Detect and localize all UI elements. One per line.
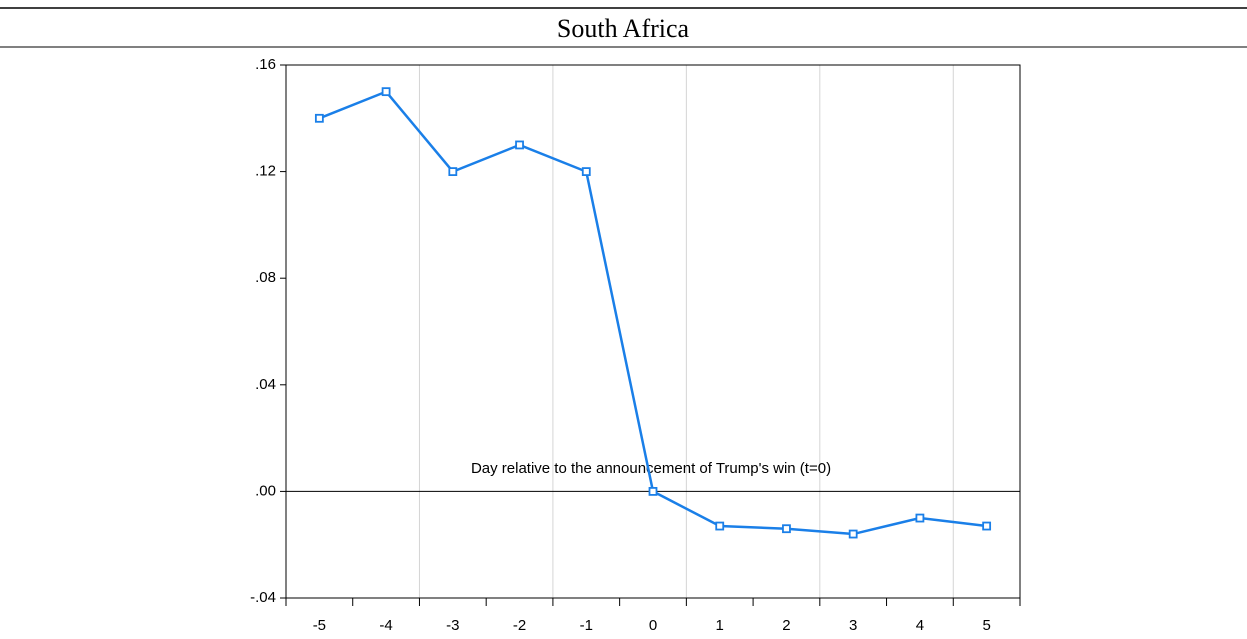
x-tick-label: 4 <box>916 617 924 634</box>
y-tick-label: .12 <box>255 163 276 180</box>
point-marker <box>782 524 791 534</box>
x-tick-label: -3 <box>446 617 459 634</box>
y-tick-label: .16 <box>255 56 276 73</box>
y-tick-label: -.04 <box>250 589 276 606</box>
point-marker <box>848 529 858 539</box>
point-marker <box>515 140 524 150</box>
point-marker <box>982 521 992 531</box>
annotation: Day relative to the announcement of Trum… <box>471 460 831 477</box>
point-marker <box>581 167 591 177</box>
point-marker <box>715 521 725 531</box>
chart-title: South Africa <box>557 14 690 43</box>
x-tick-label: -4 <box>379 617 392 634</box>
x-tick-label: 3 <box>849 617 857 634</box>
point-marker <box>448 167 458 177</box>
x-tick-label: 2 <box>782 617 790 634</box>
x-tick-label: -1 <box>580 617 593 634</box>
x-tick-label: -2 <box>513 617 526 634</box>
point-marker <box>314 113 324 123</box>
x-tick-label: 5 <box>982 617 990 634</box>
plot-frame <box>285 64 1021 599</box>
point-marker <box>381 87 391 97</box>
y-tick-label: .08 <box>255 269 276 286</box>
point-marker <box>648 486 658 496</box>
y-tick-label: .04 <box>255 376 276 393</box>
point-marker <box>915 513 925 523</box>
x-tick-label: -5 <box>313 617 326 634</box>
x-tick-label: 1 <box>716 617 724 634</box>
y-tick-label: .00 <box>255 482 276 499</box>
x-tick-label: 0 <box>649 617 657 634</box>
